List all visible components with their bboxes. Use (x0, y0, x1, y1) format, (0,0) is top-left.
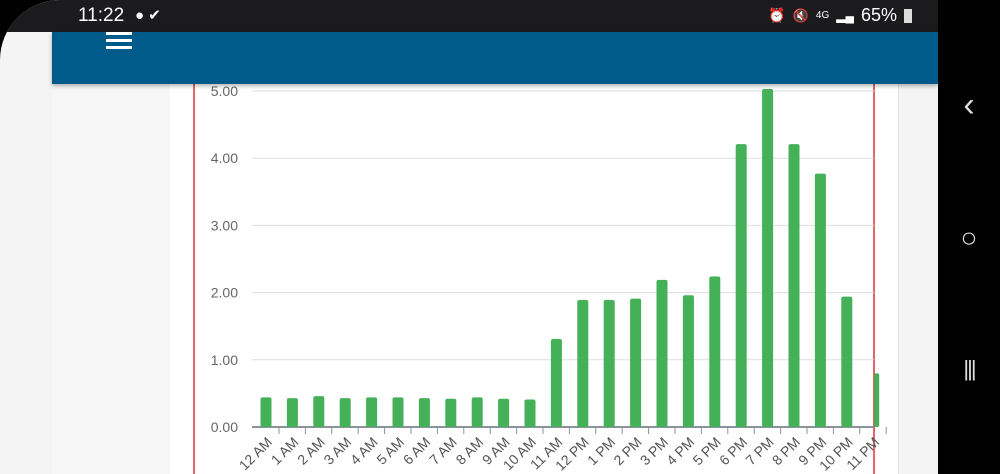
bar (656, 279, 668, 427)
bar (339, 398, 351, 427)
x-tick-label: 5 PM (689, 434, 723, 468)
x-tick-label: 5 AM (373, 434, 407, 468)
alarm-icon: ⏰ (768, 7, 786, 23)
bar (577, 299, 589, 427)
y-tick-label: 4.00 (211, 150, 238, 166)
bar (418, 398, 430, 427)
check-download-icon: ✔ (148, 7, 161, 24)
x-tick-label: 4 AM (347, 434, 381, 468)
x-tick-label: 2 AM (294, 434, 328, 468)
x-tick-label: 3 AM (320, 434, 354, 468)
x-tick-label: 4 PM (663, 434, 697, 468)
mute-icon: 🔇 (792, 7, 809, 23)
4g-icon: 4G (815, 10, 830, 21)
x-tick-label: 6 AM (400, 434, 434, 468)
chat-bubble-icon: ● (135, 7, 145, 24)
bar (603, 299, 615, 427)
bar (366, 397, 378, 427)
x-tick-label: 2 PM (610, 434, 644, 468)
bar (445, 398, 457, 427)
bar (841, 296, 853, 427)
system-status: ⏰ 🔇 4G ▂▄ 65% (768, 5, 912, 26)
y-tick-label: 2.00 (211, 285, 238, 301)
notification-icons: ● ✔ (135, 6, 161, 24)
x-tick-label: 1 PM (584, 434, 618, 468)
x-tick-label: 3 PM (637, 434, 671, 468)
bar (524, 399, 536, 427)
status-bar: 11:22 ● ✔ ⏰ 🔇 4G ▂▄ 65% (0, 0, 938, 32)
home-button[interactable]: ○ (960, 222, 978, 253)
bar (392, 397, 404, 427)
status-time: 11:22 (78, 5, 125, 26)
bar (498, 398, 510, 427)
x-tick-label: 1 AM (268, 434, 302, 468)
y-tick-label: 3.00 (211, 217, 238, 233)
hamburger-menu-icon[interactable] (106, 32, 132, 49)
y-tick-label: 1.00 (211, 352, 238, 368)
back-button[interactable]: ‹ (963, 86, 975, 124)
bar (471, 397, 483, 427)
bar (682, 295, 694, 427)
bar (709, 276, 721, 427)
x-tick-label: 7 AM (426, 434, 460, 468)
battery-percent: 65% (860, 5, 897, 25)
bar (814, 173, 826, 427)
bar (313, 396, 325, 427)
signal-icon: ▂▄ (836, 8, 854, 23)
bar (762, 88, 774, 427)
bar (874, 373, 880, 427)
y-tick-label: 0.00 (211, 419, 238, 435)
recents-button[interactable]: ||| (963, 356, 976, 381)
bar (260, 397, 272, 427)
battery-icon (904, 8, 912, 23)
bar (788, 144, 800, 427)
y-tick-label: 5.00 (211, 83, 238, 99)
x-tick-label: 8 PM (769, 434, 803, 468)
bar (550, 338, 562, 427)
bar (286, 398, 298, 427)
x-tick-label: 7 PM (742, 434, 776, 468)
x-tick-label: 6 PM (716, 434, 750, 468)
phone-screen: 11:22 ● ✔ ⏰ 🔇 4G ▂▄ 65% 0.00 1.00 2.00 3.00… (0, 0, 938, 474)
bar (630, 298, 642, 427)
bar (735, 144, 747, 427)
navigation-bar: ‹ ○ ||| (938, 0, 1000, 474)
x-tick-label: 8 AM (452, 434, 486, 468)
app-bar (52, 32, 938, 84)
left-panel (52, 84, 170, 474)
